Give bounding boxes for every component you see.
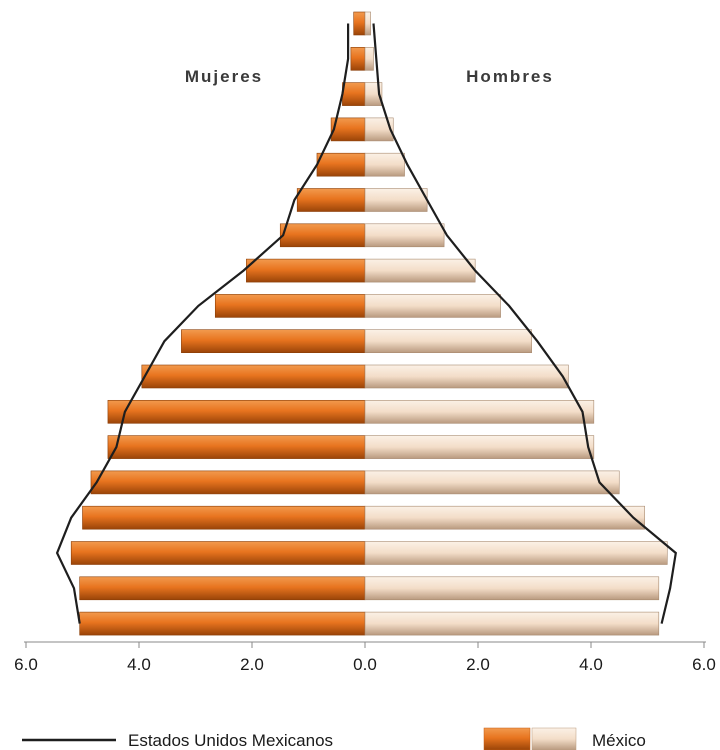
bar-mujeres-17 [79, 611, 366, 636]
bars-group [70, 11, 668, 636]
bar-hombres-14 [364, 505, 645, 530]
bar-hombres-17 [364, 611, 660, 636]
legend-line-label: Estados Unidos Mexicanos [128, 731, 333, 750]
bar-mujeres-4 [316, 152, 366, 177]
bar-mujeres-8 [214, 294, 366, 318]
bar-mujeres-15 [70, 541, 366, 565]
legend-bar-label: México [592, 731, 646, 750]
bar-mujeres-10 [141, 364, 366, 389]
bar-mujeres-9 [181, 329, 366, 354]
bar-mujeres-13 [90, 470, 366, 495]
bar-hombres-16 [364, 576, 660, 601]
bar-hombres-0 [364, 11, 371, 36]
bar-mujeres-6 [279, 223, 366, 248]
bar-hombres-5 [364, 188, 428, 212]
bar-mujeres-14 [82, 505, 366, 530]
bar-mujeres-2 [342, 82, 366, 106]
bar-mujeres-1 [350, 46, 366, 71]
bar-hombres-9 [364, 329, 532, 354]
bar-mujeres-12 [107, 435, 366, 459]
bar-hombres-6 [364, 223, 445, 248]
x-tick-label-2: 2.0 [240, 655, 264, 674]
bar-hombres-1 [364, 46, 374, 71]
x-tick-label-5: 4.0 [579, 655, 603, 674]
bar-hombres-8 [364, 294, 501, 318]
line-eum-mujeres [55, 23, 350, 624]
line-eum-hombres [372, 23, 677, 624]
bar-hombres-11 [364, 399, 595, 424]
x-tick-label-3: 0.0 [353, 655, 377, 674]
x-axis-ticks: 6.0 4.0 2.0 0.0 2.0 4.0 6.0 [14, 642, 716, 674]
legend: Estados Unidos Mexicanos México [22, 727, 646, 750]
bar-hombres-10 [364, 364, 569, 389]
bar-hombres-3 [364, 117, 394, 142]
bar-hombres-13 [364, 470, 620, 495]
bar-hombres-15 [364, 541, 668, 565]
bar-hombres-7 [364, 258, 476, 283]
legend-male-swatch [531, 727, 577, 750]
left-header-mujeres: Mujeres [185, 67, 263, 86]
bar-mujeres-16 [79, 576, 366, 601]
x-tick-label-1: 4.0 [127, 655, 151, 674]
legend-female-swatch [483, 727, 531, 750]
bar-hombres-12 [364, 435, 595, 459]
bar-mujeres-0 [353, 11, 366, 36]
right-header-hombres: Hombres [466, 67, 554, 86]
x-tick-label-4: 2.0 [466, 655, 490, 674]
x-tick-label-0: 6.0 [14, 655, 38, 674]
bar-mujeres-5 [296, 188, 366, 212]
line-series-group [55, 23, 677, 624]
x-tick-label-6: 6.0 [692, 655, 716, 674]
bar-mujeres-11 [107, 399, 366, 424]
bar-hombres-4 [364, 152, 405, 177]
bar-mujeres-7 [246, 258, 366, 283]
